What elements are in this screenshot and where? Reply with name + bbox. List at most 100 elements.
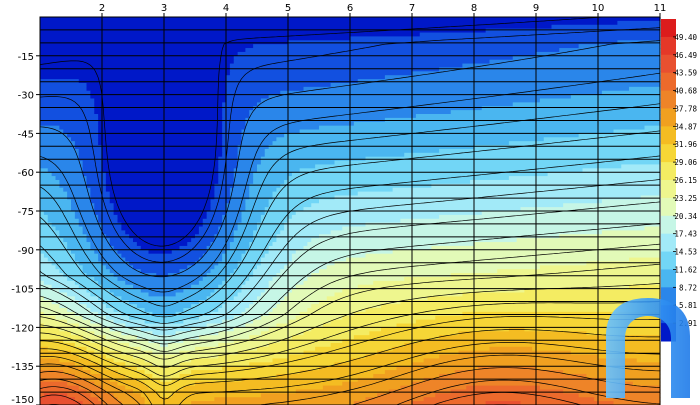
x-tick-label: 8 [471, 3, 477, 14]
contour-band-cell [439, 354, 599, 360]
contour-band-cell [280, 269, 320, 274]
contour-band-cell [198, 335, 250, 340]
contour-band-cell [260, 214, 293, 220]
contour-band-cell [365, 253, 661, 259]
contour-band-cell [260, 331, 305, 336]
contour-band-cell [288, 176, 510, 181]
contour-band-cell [105, 179, 219, 185]
contour-band-cell [474, 145, 661, 150]
contour-band-cell [485, 28, 661, 34]
contour-band-cell [222, 106, 254, 111]
contour-band-cell [222, 133, 243, 138]
contour-band-cell [136, 242, 188, 247]
contour-band-cell [229, 67, 440, 72]
contour-band-cell [551, 24, 661, 30]
contour-band-cell [222, 152, 239, 158]
contour-band-cell [40, 59, 235, 65]
contour-band-cell [121, 222, 204, 228]
contour-band-cell [40, 90, 91, 96]
x-tick-label: 7 [409, 3, 415, 14]
contour-band-cell [121, 226, 200, 231]
contour-band-cell [40, 230, 60, 235]
contour-band-cell [148, 385, 184, 391]
x-tick-label: 4 [223, 3, 229, 14]
contour-band-cell [206, 214, 223, 220]
contour-band-cell [229, 242, 250, 247]
contour-band-cell [187, 265, 215, 270]
contour-band-cell [121, 401, 146, 405]
brand-logo-icon [606, 298, 690, 398]
contour-band-cell [334, 362, 413, 367]
contour-band-cell [40, 288, 60, 294]
contour-band-cell [307, 242, 475, 247]
colorbar-swatch [661, 251, 676, 270]
contour-band-cell [148, 249, 173, 255]
contour-band-cell [74, 342, 103, 348]
contour-band-cell [307, 308, 367, 313]
contour-band-cell [307, 276, 405, 282]
contour-band-cell [78, 148, 103, 154]
x-tick-label: 3 [161, 3, 167, 14]
contour-band-cell [82, 226, 103, 231]
contour-band-cell [245, 199, 270, 204]
x-tick-label: 9 [533, 3, 539, 14]
contour-band-cell [226, 75, 386, 80]
contour-band-cell [419, 339, 661, 344]
contour-band-cell [102, 222, 122, 228]
contour-band-cell [284, 296, 328, 301]
contour-band-cell [218, 331, 262, 336]
contour-band-cell [365, 397, 425, 402]
contour-band-cell [40, 249, 72, 255]
contour-band-cell [40, 269, 60, 274]
contour-band-cell [280, 183, 432, 189]
contour-band-cell [40, 187, 64, 193]
contour-band-cell [226, 203, 246, 208]
contour-band-cell [86, 179, 107, 185]
contour-band-cell [102, 342, 130, 348]
contour-band-cell [40, 183, 60, 189]
contour-band-cell [94, 211, 115, 216]
contour-band-cell [144, 370, 192, 375]
contour-band-cell [601, 199, 661, 204]
contour-band-cell [214, 191, 231, 197]
contour-band-cell [222, 114, 250, 119]
contour-band-cell [237, 164, 258, 169]
contour-band-cell [40, 385, 80, 391]
grid-lines [40, 17, 660, 405]
contour-band-cell [253, 176, 289, 181]
contour-band-cell [322, 385, 401, 391]
contour-band-cell [98, 141, 223, 146]
contour-band-cell [412, 381, 634, 387]
contour-band-cell [272, 276, 308, 282]
contour-band-cell [47, 168, 84, 173]
contour-isoline [39, 103, 661, 307]
contour-band-cell [253, 179, 285, 185]
contour-band-cell [102, 226, 122, 231]
contour-band-cell [74, 362, 99, 367]
contour-band-cell [105, 176, 219, 181]
contour-band-cell [113, 358, 146, 363]
contour-band-cell [311, 327, 382, 332]
contour-band-cell [404, 276, 661, 282]
contour-band-cell [40, 106, 95, 111]
contour-band-cell [474, 242, 661, 247]
y-tick-label: -15 [18, 52, 34, 63]
y-tick-label: -90 [18, 246, 34, 257]
contour-band-cell [105, 335, 138, 340]
contour-band-cell [315, 346, 394, 352]
contour-band-cell [67, 292, 91, 297]
contour-band-cell [195, 261, 219, 266]
contour-band-cell [144, 397, 215, 402]
contour-band-cell [629, 284, 661, 290]
contour-band-cell [237, 265, 258, 270]
contour-band-cell [206, 249, 227, 255]
contour-band-cell [400, 218, 661, 224]
contour-band-cell [272, 358, 351, 363]
contour-band-cell [241, 284, 270, 290]
contour-band-cell [40, 82, 88, 88]
contour-band-cell [284, 265, 328, 270]
contour-band-cell [241, 137, 277, 142]
contour-band-cell [260, 98, 541, 103]
contour-band-cell [330, 342, 405, 348]
y-tick-label: -135 [11, 362, 34, 373]
